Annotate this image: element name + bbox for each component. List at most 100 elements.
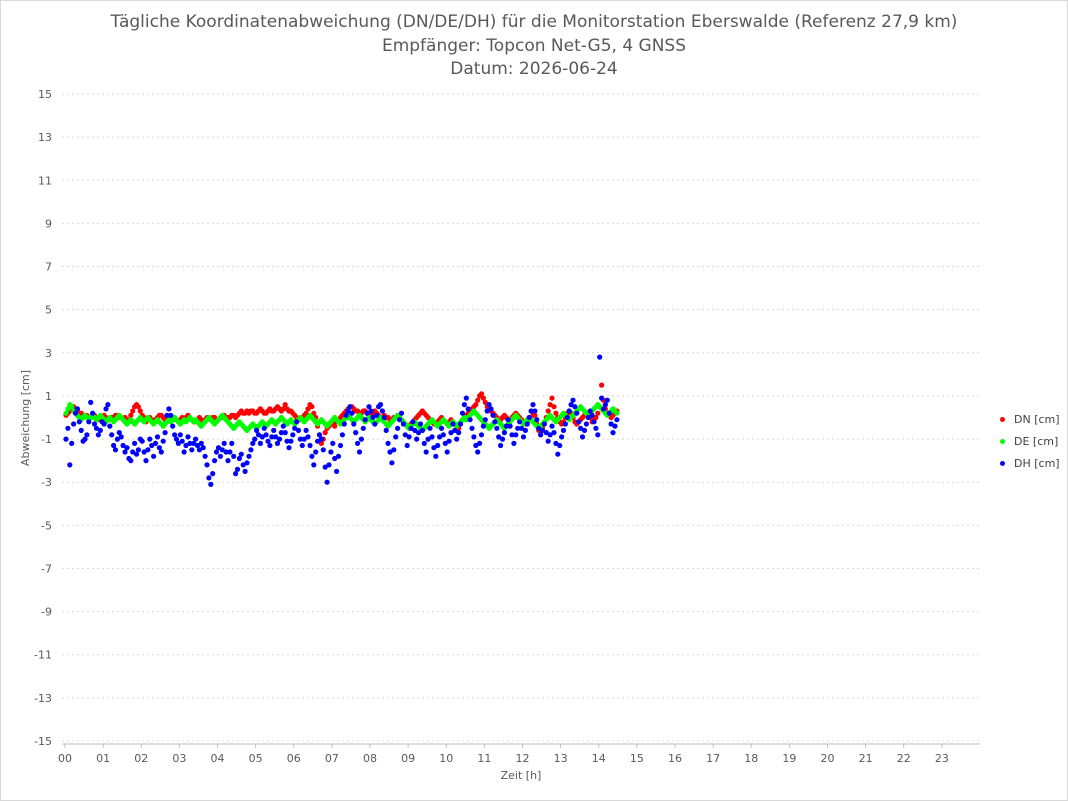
point-dh — [423, 449, 429, 455]
point-dh — [97, 427, 103, 433]
point-dh — [435, 442, 441, 449]
point-dn — [545, 408, 551, 414]
point-dh — [267, 442, 273, 449]
y-tick-label: 1 — [45, 390, 52, 403]
point-dh — [597, 354, 603, 360]
y-tick-label: -15 — [34, 735, 52, 748]
point-dh — [170, 423, 176, 429]
x-tick-label: 23 — [935, 752, 949, 765]
point-dh — [555, 451, 561, 457]
point-dh — [484, 408, 490, 414]
point-dh — [492, 419, 498, 425]
point-dh — [290, 432, 296, 438]
point-dh — [124, 445, 130, 451]
point-dh — [210, 471, 216, 477]
point-dh — [95, 432, 101, 438]
point-dh — [242, 468, 248, 474]
point-dh — [292, 425, 298, 431]
point-dh — [164, 412, 170, 418]
point-dh — [454, 436, 460, 442]
point-dh — [231, 453, 237, 459]
point-dh — [250, 440, 256, 446]
point-dh — [295, 427, 302, 433]
point-dh — [332, 455, 338, 462]
point-dh — [147, 436, 153, 442]
legend-item-dn: DN [cm] — [1000, 408, 1060, 430]
point-dh — [518, 425, 525, 431]
point-dh — [328, 449, 334, 455]
point-dh — [475, 449, 481, 455]
point-dh — [206, 475, 212, 481]
point-dn — [137, 408, 143, 414]
point-dh — [507, 423, 513, 429]
point-dh — [139, 438, 145, 444]
point-dh — [143, 458, 149, 464]
point-dh — [273, 434, 279, 440]
y-tick-label: -13 — [34, 692, 52, 705]
point-dn — [593, 414, 599, 421]
point-dh — [391, 447, 397, 453]
y-tick-label: 11 — [38, 174, 52, 187]
point-dh — [84, 432, 90, 438]
point-dh — [173, 436, 180, 442]
point-dn — [303, 410, 309, 416]
point-dh — [65, 425, 71, 431]
point-dh — [101, 421, 107, 427]
point-dh — [259, 434, 265, 440]
point-dh — [299, 442, 305, 449]
legend-marker-dh — [1000, 460, 1005, 466]
point-dh — [539, 427, 546, 433]
point-dh — [217, 453, 223, 459]
point-dh — [78, 427, 84, 433]
point-dh — [166, 406, 172, 412]
point-dh — [86, 419, 92, 425]
point-dh — [330, 440, 336, 446]
point-dh — [505, 417, 511, 423]
point-dh — [132, 440, 138, 446]
x-tick-label: 13 — [554, 752, 568, 765]
point-dh — [549, 423, 555, 429]
point-dn — [599, 382, 605, 388]
point-dh — [560, 427, 567, 433]
point-dh — [154, 434, 161, 440]
point-dh — [172, 432, 178, 438]
point-dh — [213, 449, 220, 455]
x-tick-label: 06 — [287, 752, 301, 765]
point-dh — [362, 417, 368, 423]
y-tick-label: -9 — [41, 606, 52, 619]
point-dh — [543, 430, 549, 436]
point-dh — [238, 451, 244, 457]
y-tick-label: 3 — [45, 347, 52, 360]
point-dh — [419, 427, 425, 433]
point-dh — [269, 434, 275, 440]
point-dh — [463, 395, 469, 401]
point-dh — [410, 419, 416, 425]
point-dh — [305, 434, 311, 440]
point-dh — [74, 406, 80, 412]
point-dh — [553, 440, 559, 446]
point-dh — [404, 442, 410, 449]
point-dh — [494, 425, 500, 431]
point-dh — [541, 421, 548, 427]
point-dh — [457, 421, 464, 427]
point-dh — [532, 408, 538, 414]
point-dh — [303, 427, 309, 433]
point-dh — [225, 458, 231, 464]
point-dh — [538, 432, 544, 438]
point-dh — [252, 436, 258, 442]
point-dh — [387, 449, 393, 455]
point-dh — [221, 440, 227, 446]
point-dh — [227, 449, 233, 455]
chart-title: Tägliche Koordinatenabweichung (DN/DE/DH… — [110, 12, 958, 32]
point-dh — [595, 432, 601, 438]
point-dh — [246, 453, 252, 459]
point-dh — [265, 438, 271, 444]
point-dh — [322, 464, 328, 470]
y-tick-label: -3 — [41, 476, 52, 489]
point-dh — [612, 423, 618, 429]
point-dh — [141, 449, 147, 455]
point-dh — [477, 440, 483, 446]
point-dh — [307, 442, 313, 449]
point-dh — [522, 427, 529, 433]
data-points — [63, 354, 620, 487]
